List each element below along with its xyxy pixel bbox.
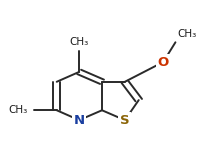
Text: S: S	[120, 114, 130, 127]
Text: CH₃: CH₃	[177, 29, 197, 39]
Text: O: O	[157, 56, 169, 69]
Text: CH₃: CH₃	[70, 37, 89, 47]
Text: CH₃: CH₃	[8, 105, 28, 115]
Text: N: N	[74, 114, 85, 127]
